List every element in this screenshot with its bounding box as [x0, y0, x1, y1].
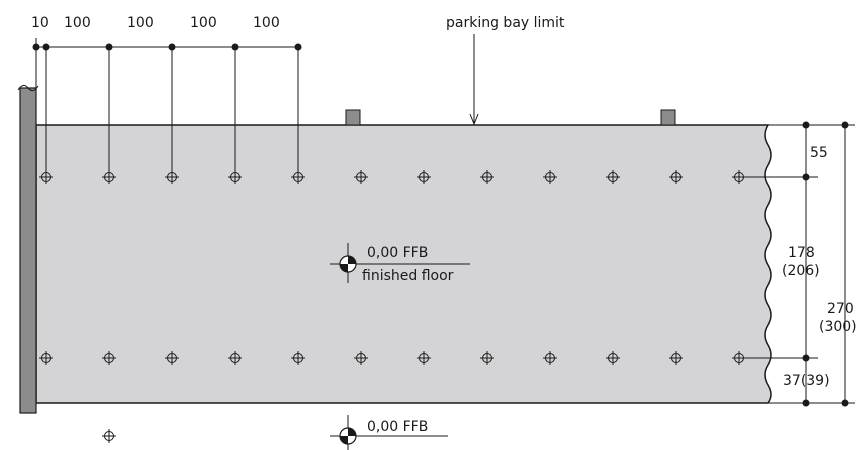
- dim-label-300: (300): [819, 319, 857, 335]
- dim-label-178: 178: [788, 245, 815, 261]
- parking-bay-limit-arrow-icon: [469, 113, 479, 126]
- anchor-point-icon: [354, 351, 368, 365]
- top-dimension-ticks: [35, 38, 299, 172]
- anchor-point-icon: [543, 351, 557, 365]
- right-dimension-dots: [802, 121, 849, 407]
- top-dimension-dots: [32, 43, 302, 51]
- anchor-point-icon: [228, 170, 242, 184]
- anchor-point-icon: [417, 351, 431, 365]
- anchor-point-icon: [165, 351, 179, 365]
- dim-label-37-39: 37(39): [783, 373, 830, 389]
- level-upper-sublabel: finished floor: [362, 268, 454, 284]
- anchor-point-icon: [102, 351, 116, 365]
- post-left: [345, 109, 361, 126]
- anchor-point-icon: [291, 170, 305, 184]
- anchor-point-icon: [102, 170, 116, 184]
- dim-label-10: 10: [31, 15, 49, 31]
- wall-break-line: [17, 84, 39, 92]
- wall: [19, 87, 37, 414]
- post-right: [660, 109, 676, 126]
- anchor-points: [39, 170, 746, 443]
- anchor-point-icon: [354, 170, 368, 184]
- level-lower-label: 0,00 FFB: [367, 419, 428, 435]
- anchor-point-icon: [606, 351, 620, 365]
- anchor-point-icon: [480, 351, 494, 365]
- dim-label-100-3: 100: [190, 15, 217, 31]
- parking-bay-limit-label: parking bay limit: [446, 15, 565, 31]
- level-marker-icon: [330, 243, 470, 283]
- anchor-point-icon: [39, 351, 53, 365]
- dim-label-100-4: 100: [253, 15, 280, 31]
- dim-label-270: 270: [827, 301, 854, 317]
- anchor-point-icon: [606, 170, 620, 184]
- anchor-point-icon: [39, 170, 53, 184]
- anchor-point-icon: [543, 170, 557, 184]
- dim-label-55: 55: [810, 145, 828, 161]
- anchor-point-icon: [291, 351, 305, 365]
- anchor-point-icon: [669, 351, 683, 365]
- anchor-point-icon: [669, 170, 683, 184]
- anchor-point-icon: [480, 170, 494, 184]
- anchor-point-icon: [165, 170, 179, 184]
- anchor-point-icon: [102, 429, 116, 443]
- level-upper-label: 0,00 FFB: [367, 245, 428, 261]
- anchor-point-icon: [417, 170, 431, 184]
- anchor-point-icon: [228, 351, 242, 365]
- level-marker-icon: [330, 415, 448, 450]
- dim-label-100-2: 100: [127, 15, 154, 31]
- dim-label-206: (206): [782, 263, 820, 279]
- dim-label-100-1: 100: [64, 15, 91, 31]
